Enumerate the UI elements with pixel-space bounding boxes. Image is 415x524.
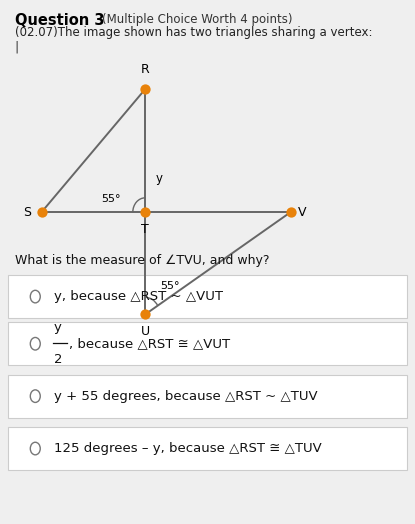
Text: Question 3: Question 3 bbox=[15, 13, 104, 28]
Text: S: S bbox=[23, 206, 31, 219]
Bar bbox=[8, 427, 407, 470]
Text: (Multiple Choice Worth 4 points): (Multiple Choice Worth 4 points) bbox=[102, 13, 292, 26]
Text: 2: 2 bbox=[54, 353, 62, 366]
Text: y: y bbox=[156, 172, 163, 184]
Text: What is the measure of ∠TVU, and why?: What is the measure of ∠TVU, and why? bbox=[15, 254, 269, 267]
Text: 55°: 55° bbox=[102, 194, 121, 204]
Bar bbox=[8, 322, 407, 365]
Point bbox=[142, 310, 149, 319]
Text: V: V bbox=[298, 206, 306, 219]
Text: , because △RST ≅ △VUT: , because △RST ≅ △VUT bbox=[69, 337, 230, 350]
Text: 55°: 55° bbox=[160, 280, 179, 291]
Bar bbox=[8, 275, 407, 318]
Point bbox=[38, 208, 45, 216]
Text: 125 degrees – y, because △RST ≅ △TUV: 125 degrees – y, because △RST ≅ △TUV bbox=[54, 442, 322, 455]
Text: U: U bbox=[141, 325, 150, 338]
Text: y, because △RST ~ △VUT: y, because △RST ~ △VUT bbox=[54, 290, 223, 303]
Point bbox=[142, 85, 149, 93]
Text: y + 55 degrees, because △RST ~ △TUV: y + 55 degrees, because △RST ~ △TUV bbox=[54, 390, 317, 402]
Text: y: y bbox=[54, 321, 62, 334]
Point bbox=[287, 208, 294, 216]
Text: T: T bbox=[142, 223, 149, 236]
Point bbox=[142, 208, 149, 216]
Text: (02.07)The image shown has two triangles sharing a vertex:: (02.07)The image shown has two triangles… bbox=[15, 26, 372, 39]
Text: |: | bbox=[15, 41, 19, 54]
Bar bbox=[8, 375, 407, 418]
Text: R: R bbox=[141, 63, 150, 76]
